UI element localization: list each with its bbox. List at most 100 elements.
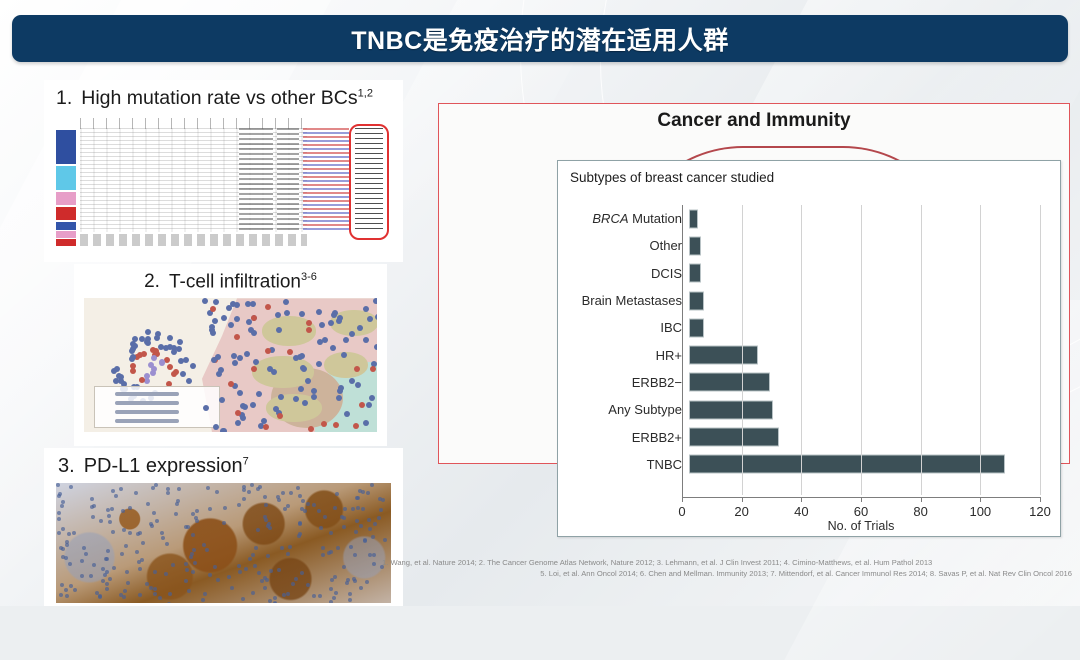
nucleus-speckle bbox=[359, 524, 363, 528]
lymphocyte-dot bbox=[202, 298, 208, 304]
nucleus-speckle bbox=[150, 524, 154, 528]
lymphocyte-dot bbox=[130, 354, 136, 360]
chart-category-label: TNBC bbox=[558, 457, 689, 472]
nucleus-speckle bbox=[265, 578, 269, 582]
nucleus-speckle bbox=[353, 553, 357, 557]
nucleus-speckle bbox=[89, 574, 93, 578]
lymphocyte-dot bbox=[299, 311, 305, 317]
chart-bar-row: Any Subtype bbox=[558, 396, 1060, 423]
nucleus-speckle bbox=[286, 504, 290, 508]
chart-bar bbox=[689, 373, 770, 392]
nucleus-speckle bbox=[60, 504, 64, 508]
nucleus-speckle bbox=[153, 587, 157, 591]
lymphocyte-dot bbox=[354, 366, 360, 372]
left-item-2-refs: 3-6 bbox=[301, 271, 317, 283]
nucleus-speckle bbox=[104, 557, 108, 561]
lymphocyte-dot bbox=[363, 420, 369, 426]
nucleus-speckle bbox=[107, 514, 111, 518]
chart-bar-row: IBC bbox=[558, 314, 1060, 341]
nucleus-speckle bbox=[312, 503, 316, 507]
lymphocyte-dot bbox=[221, 315, 227, 321]
nucleus-speckle bbox=[329, 550, 333, 554]
nucleus-speckle bbox=[329, 587, 333, 591]
chart-title: Subtypes of breast cancer studied bbox=[570, 170, 774, 185]
chart-bar-track bbox=[689, 423, 1060, 450]
nucleus-speckle bbox=[64, 556, 68, 560]
lymphocyte-dot bbox=[144, 378, 150, 384]
lymphocyte-dot bbox=[300, 365, 306, 371]
chart-bar bbox=[689, 209, 698, 228]
nucleus-speckle bbox=[257, 571, 261, 575]
lymphocyte-dot bbox=[234, 316, 240, 322]
chart-bar bbox=[689, 428, 779, 447]
heatmap-subtype-basal bbox=[56, 207, 76, 220]
left-item-2-number: 2. bbox=[144, 271, 160, 293]
chart-bar-row: HR+ bbox=[558, 341, 1060, 368]
nucleus-speckle bbox=[82, 546, 86, 550]
chart-bar-track bbox=[689, 287, 1060, 314]
nucleus-speckle bbox=[91, 515, 95, 519]
nucleus-speckle bbox=[368, 527, 372, 531]
nucleus-speckle bbox=[377, 516, 381, 520]
til-legend-entry bbox=[115, 419, 179, 423]
nucleus-speckle bbox=[273, 602, 277, 603]
nucleus-speckle bbox=[264, 503, 268, 507]
nucleus-speckle bbox=[238, 570, 242, 574]
nucleus-speckle bbox=[141, 541, 145, 545]
lymphocyte-dot bbox=[150, 370, 156, 376]
left-item-1-number: 1. bbox=[56, 87, 72, 110]
chart-bar-row: BRCA Mutation bbox=[558, 205, 1060, 232]
lymphocyte-dot bbox=[210, 306, 216, 312]
nucleus-speckle bbox=[333, 506, 337, 510]
nucleus-speckle bbox=[230, 586, 234, 590]
nucleus-speckle bbox=[248, 557, 252, 561]
nucleus-speckle bbox=[254, 546, 258, 550]
nucleus-speckle bbox=[383, 538, 387, 542]
nucleus-speckle bbox=[321, 546, 325, 550]
lymphocyte-dot bbox=[164, 357, 170, 363]
tumour-nest bbox=[252, 356, 314, 388]
lymphocyte-dot bbox=[297, 354, 303, 360]
nucleus-speckle bbox=[185, 568, 189, 572]
nucleus-speckle bbox=[260, 579, 264, 583]
nucleus-speckle bbox=[56, 483, 60, 487]
heatmap-highlight-box bbox=[349, 124, 389, 240]
subtypes-bar-chart: Subtypes of breast cancer studied BRCA M… bbox=[557, 160, 1061, 537]
lymphocyte-dot bbox=[190, 363, 196, 369]
nucleus-speckle bbox=[166, 491, 170, 495]
chart-category-label: Other bbox=[558, 238, 689, 253]
lymphocyte-dot bbox=[177, 339, 183, 345]
nucleus-speckle bbox=[108, 577, 112, 581]
nucleus-speckle bbox=[340, 515, 344, 519]
nucleus-speckle bbox=[323, 515, 327, 519]
nucleus-speckle bbox=[138, 593, 142, 597]
nucleus-speckle bbox=[317, 509, 321, 513]
nucleus-speckle bbox=[208, 507, 212, 511]
left-item-2-card: 2.T-cell infiltration3-6 bbox=[74, 264, 387, 446]
nucleus-speckle bbox=[346, 578, 350, 582]
nucleus-speckle bbox=[145, 582, 149, 586]
lymphocyte-dot bbox=[250, 301, 256, 307]
nucleus-speckle bbox=[208, 573, 212, 577]
lymphocyte-dot bbox=[357, 325, 363, 331]
chart-bar bbox=[689, 346, 758, 365]
nucleus-speckle bbox=[237, 503, 241, 507]
nucleus-speckle bbox=[372, 553, 376, 557]
nucleus-speckle bbox=[184, 562, 188, 566]
nucleus-speckle bbox=[195, 509, 199, 513]
lymphocyte-dot bbox=[151, 355, 157, 361]
nucleus-speckle bbox=[244, 567, 248, 571]
nucleus-speckle bbox=[223, 506, 227, 510]
nucleus-speckle bbox=[108, 520, 112, 524]
lymphocyte-dot bbox=[203, 405, 209, 411]
nucleus-speckle bbox=[294, 577, 298, 581]
nucleus-speckle bbox=[105, 582, 109, 586]
nucleus-speckle bbox=[378, 497, 382, 501]
lymphocyte-dot bbox=[366, 402, 372, 408]
chart-category-label: IBC bbox=[558, 320, 689, 335]
lymphocyte-dot bbox=[330, 345, 336, 351]
nucleus-speckle bbox=[80, 559, 84, 563]
lymphocyte-dot bbox=[235, 420, 241, 426]
nucleus-speckle bbox=[64, 588, 68, 592]
nucleus-speckle bbox=[277, 568, 281, 572]
